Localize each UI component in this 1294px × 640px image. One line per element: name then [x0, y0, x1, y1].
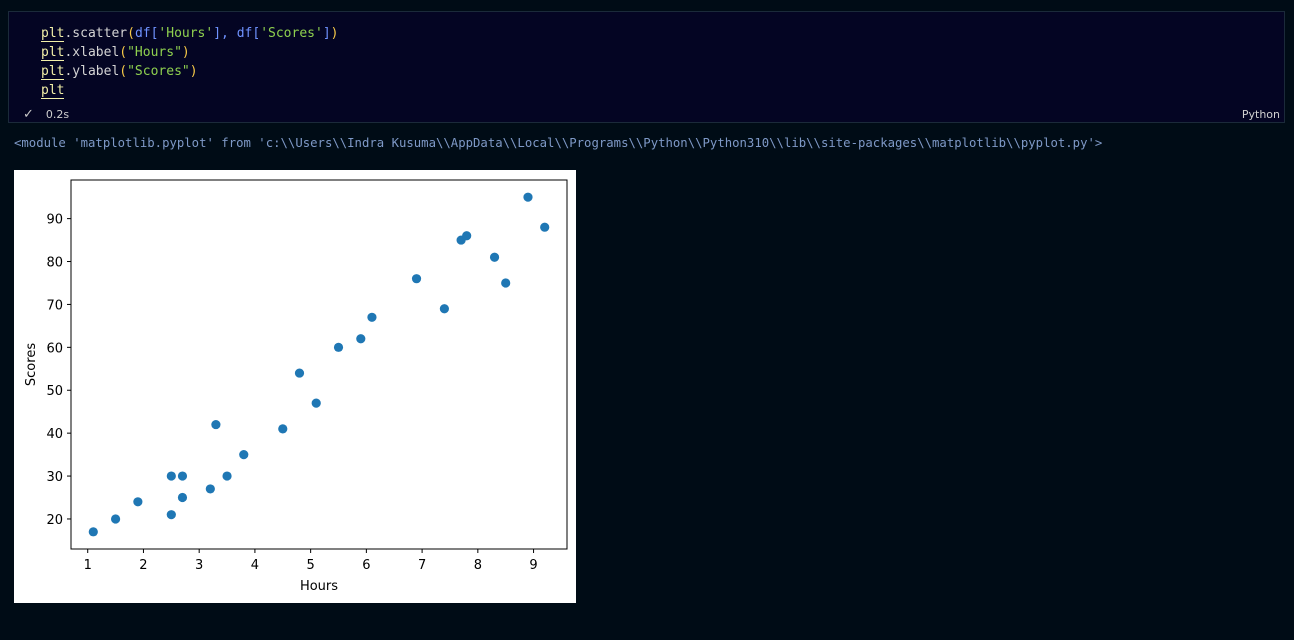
- code-token: (: [127, 26, 135, 41]
- scatter-chart: 1 2 3 4 5 6 7 8 9 20 30 40 50 60 70 80 90 Hours Scores: [24, 179, 568, 594]
- scatter-point: [177, 471, 188, 481]
- code-token: plt: [41, 26, 65, 42]
- x-tick-label: 9: [529, 558, 537, 573]
- code-token: ): [189, 64, 198, 79]
- scatter-point: [166, 510, 176, 520]
- y-tick-label: 70: [46, 298, 63, 313]
- code-line[interactable]: plt.scatter(df['Hours'], df['Scores']): [41, 24, 338, 43]
- y-tick-label: 60: [46, 341, 63, 356]
- code-token: "Scores": [127, 64, 190, 79]
- y-tick-label: 30: [46, 470, 63, 485]
- code-token: 'Hours': [158, 26, 214, 41]
- scatter-point: [333, 342, 344, 352]
- code-token: (: [119, 45, 128, 60]
- code-token: [: [252, 26, 261, 41]
- code-token: (: [119, 64, 128, 79]
- y-tick-label: 80: [46, 256, 63, 271]
- code-line[interactable]: plt: [41, 81, 338, 100]
- cell-output-text: <module 'matplotlib.pyplot' from 'c:\\Us…: [14, 136, 1103, 150]
- code-line[interactable]: plt.xlabel("Hours"): [41, 43, 338, 62]
- plot-area: [70, 179, 568, 550]
- code-token: ): [181, 45, 190, 60]
- code-token: .xlabel: [64, 45, 120, 60]
- scatter-point: [367, 312, 377, 322]
- code-token: plt: [41, 45, 65, 61]
- scatter-point: [523, 192, 533, 202]
- scatter-plot-output: 1 2 3 4 5 6 7 8 9 20 30 40 50 60 70 80 90 Hours Scores: [14, 170, 576, 603]
- check-icon: ✓: [23, 107, 34, 122]
- code-token: ],: [213, 26, 237, 41]
- code-token: ): [330, 26, 339, 41]
- scatter-point: [294, 368, 305, 378]
- x-tick-label: 7: [418, 558, 426, 573]
- scatter-point: [222, 471, 232, 481]
- scatter-point: [166, 471, 176, 481]
- code-token: 'Scores': [260, 26, 323, 41]
- x-tick-label: 8: [474, 558, 482, 573]
- code-token: plt: [41, 83, 65, 99]
- x-tick-label: 5: [306, 558, 314, 573]
- scatter-point: [439, 304, 449, 314]
- y-tick-label: 40: [46, 427, 63, 442]
- scatter-point: [239, 450, 249, 460]
- scatter-point: [540, 222, 550, 232]
- x-tick-label: 4: [251, 558, 259, 573]
- y-tick-label: 20: [46, 513, 63, 528]
- cell-language[interactable]: Python: [1241, 108, 1280, 121]
- code-token: df: [236, 26, 253, 41]
- execution-time: 0.2s: [45, 108, 70, 121]
- code-token: [: [150, 26, 159, 41]
- code-cell[interactable]: plt.scatter(df['Hours'], df['Scores']) pl…: [8, 11, 1285, 123]
- x-tick-label: 1: [84, 558, 92, 573]
- scatter-point: [501, 278, 511, 288]
- scatter-point: [88, 527, 98, 537]
- code-token: "Hours": [127, 45, 182, 60]
- cell-status: ✓ 0.2s: [23, 107, 69, 122]
- x-tick-label: 3: [195, 558, 203, 573]
- code-token: ]: [322, 26, 331, 41]
- x-tick-label: 6: [362, 558, 370, 573]
- x-tick-label: 2: [139, 558, 147, 573]
- scatter-point: [489, 252, 500, 262]
- scatter-point: [205, 484, 215, 494]
- scatter-point: [462, 231, 472, 241]
- y-tick-label: 90: [46, 213, 63, 228]
- y-tick-label: 50: [46, 384, 63, 399]
- scatter-point: [177, 492, 188, 503]
- x-axis-label: Hours: [300, 579, 338, 594]
- scatter-point: [133, 497, 143, 507]
- scatter-point: [278, 424, 288, 434]
- code-token: .scatter: [64, 26, 128, 41]
- scatter-point: [211, 419, 221, 430]
- scatter-point: [311, 398, 321, 408]
- code-token: .ylabel: [64, 64, 120, 79]
- scatter-point: [411, 274, 422, 284]
- code-editor[interactable]: plt.scatter(df['Hours'], df['Scores']) pl…: [41, 24, 338, 100]
- code-token: df: [134, 26, 151, 41]
- code-line[interactable]: plt.ylabel("Scores"): [41, 62, 338, 81]
- code-token: plt: [41, 64, 65, 80]
- scatter-point: [356, 334, 366, 344]
- scatter-point: [110, 514, 121, 524]
- y-axis-label: Scores: [24, 343, 39, 386]
